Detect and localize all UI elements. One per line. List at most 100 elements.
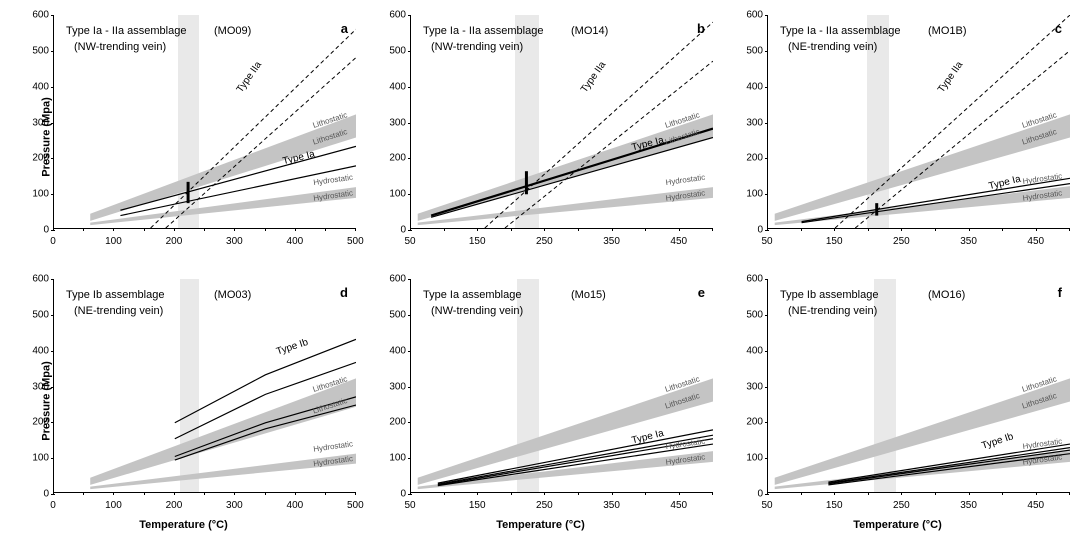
label-hydrostatic: Hydrostatic [313, 454, 354, 468]
panel-subtitle: (NW-trending vein) [431, 41, 523, 53]
panel-a: Pressure (Mpa)01002003004005006000100200… [5, 5, 362, 269]
panel-title: Type Ib assemblage [780, 289, 878, 301]
xtick-label: 400 [287, 500, 304, 511]
xtick-label: 150 [826, 236, 843, 247]
ytick-label: 200 [380, 153, 406, 164]
ytick-label: 600 [23, 274, 49, 285]
ytick-label: 100 [380, 189, 406, 200]
sample-id: (MO16) [928, 289, 965, 301]
ytick-label: 500 [737, 45, 763, 56]
ytick-label: 200 [23, 417, 49, 428]
panel-letter: d [340, 285, 348, 300]
ytick-label: 400 [380, 81, 406, 92]
ytick-label: 300 [380, 381, 406, 392]
panel-letter: b [697, 21, 705, 36]
xtick-label: 50 [761, 236, 772, 247]
ytick-label: 500 [737, 309, 763, 320]
xtick-label: 100 [105, 500, 122, 511]
plot-area: LithostaticLithostaticHydrostaticHydrost… [410, 279, 713, 493]
label-hydrostatic: Hydrostatic [665, 188, 706, 202]
label-typeIb: Type Ib [980, 431, 1015, 452]
xtick-label: 150 [469, 236, 486, 247]
panel-letter: c [1055, 21, 1062, 36]
sample-id: (MO09) [214, 25, 251, 37]
x-axis-label: Temperature (°C) [853, 519, 942, 531]
ytick-label: 300 [737, 381, 763, 392]
ytick-label: 0 [380, 489, 406, 500]
panel-title: Type Ia - IIa assemblage [780, 25, 900, 37]
panel-letter: e [698, 285, 705, 300]
xtick-label: 250 [893, 236, 910, 247]
sample-id: (MO03) [214, 289, 251, 301]
panel-e: Temperature (°C)010020030040050060050150… [362, 269, 719, 533]
label-hydrostatic: Hydrostatic [665, 437, 706, 451]
lithostatic-band [418, 378, 713, 485]
ytick-label: 200 [380, 417, 406, 428]
panel-title: Type Ia assemblage [423, 289, 521, 301]
xtick-label: 50 [404, 500, 415, 511]
xtick-label: 0 [50, 236, 56, 247]
xtick-label: 350 [960, 236, 977, 247]
plot-area: LithostaticLithostaticHydrostaticHydrost… [767, 279, 1070, 493]
ytick-label: 100 [23, 453, 49, 464]
panel-letter: f [1058, 285, 1062, 300]
ytick-label: 400 [380, 345, 406, 356]
ytick-label: 200 [23, 153, 49, 164]
ytick-label: 600 [380, 10, 406, 21]
panel-subtitle: (NE-trending vein) [788, 41, 877, 53]
xtick-label: 450 [1027, 500, 1044, 511]
ytick-label: 500 [23, 45, 49, 56]
label-hydrostatic: Hydrostatic [313, 188, 354, 202]
xtick-label: 50 [761, 500, 772, 511]
ytick-label: 0 [737, 489, 763, 500]
sample-id: (MO14) [571, 25, 608, 37]
label-typeIa: Type Ia [631, 428, 666, 447]
plot-area: LithostaticLithostaticHydrostaticHydrost… [410, 15, 713, 229]
ytick-label: 0 [380, 225, 406, 236]
sample-id: (Mo15) [571, 289, 606, 301]
ytick-label: 600 [380, 274, 406, 285]
xtick-label: 400 [287, 236, 304, 247]
panel-subtitle: (NW-trending vein) [74, 41, 166, 53]
ytick-label: 300 [737, 117, 763, 128]
ytick-label: 500 [23, 309, 49, 320]
label-hydrostatic: Hydrostatic [1022, 172, 1063, 186]
ytick-label: 100 [737, 453, 763, 464]
ytick-label: 100 [380, 453, 406, 464]
panel-f: Temperature (°C)010020030040050060050150… [719, 269, 1076, 533]
ytick-label: 300 [380, 117, 406, 128]
label-typeIb: Type Ib [275, 337, 310, 358]
ytick-label: 300 [23, 117, 49, 128]
lithostatic-band [90, 114, 356, 220]
panel-c: 010020030040050060050150250350450Lithost… [719, 5, 1076, 269]
xtick-label: 100 [105, 236, 122, 247]
ytick-label: 400 [23, 81, 49, 92]
xtick-label: 300 [226, 236, 243, 247]
panel-letter: a [341, 21, 348, 36]
label-typeIIa: Type IIa [579, 59, 609, 95]
panel-d: Pressure (Mpa)Temperature (°C)0100200300… [5, 269, 362, 533]
ytick-label: 100 [23, 189, 49, 200]
xtick-label: 350 [960, 500, 977, 511]
label-hydrostatic: Hydrostatic [1022, 452, 1063, 466]
ytick-label: 600 [737, 10, 763, 21]
lithostatic-band [90, 378, 356, 485]
xtick-label: 50 [404, 236, 415, 247]
sample-id: (MO1B) [928, 25, 967, 37]
xtick-label: 0 [50, 500, 56, 511]
ytick-label: 200 [737, 417, 763, 428]
xtick-label: 350 [603, 236, 620, 247]
plot-area: LithostaticLithostaticHydrostaticHydrost… [767, 15, 1070, 229]
xtick-label: 250 [893, 500, 910, 511]
label-hydrostatic: Hydrostatic [313, 173, 354, 187]
label-hydrostatic: Hydrostatic [1022, 188, 1063, 202]
panel-title: Type Ia - IIa assemblage [423, 25, 543, 37]
ytick-label: 400 [737, 81, 763, 92]
xtick-label: 150 [826, 500, 843, 511]
panel-subtitle: (NW-trending vein) [431, 305, 523, 317]
xtick-label: 350 [603, 500, 620, 511]
panel-subtitle: (NE-trending vein) [788, 305, 877, 317]
x-axis-label: Temperature (°C) [496, 519, 585, 531]
panel-title: Type Ib assemblage [66, 289, 164, 301]
label-hydrostatic: Hydrostatic [665, 173, 706, 187]
